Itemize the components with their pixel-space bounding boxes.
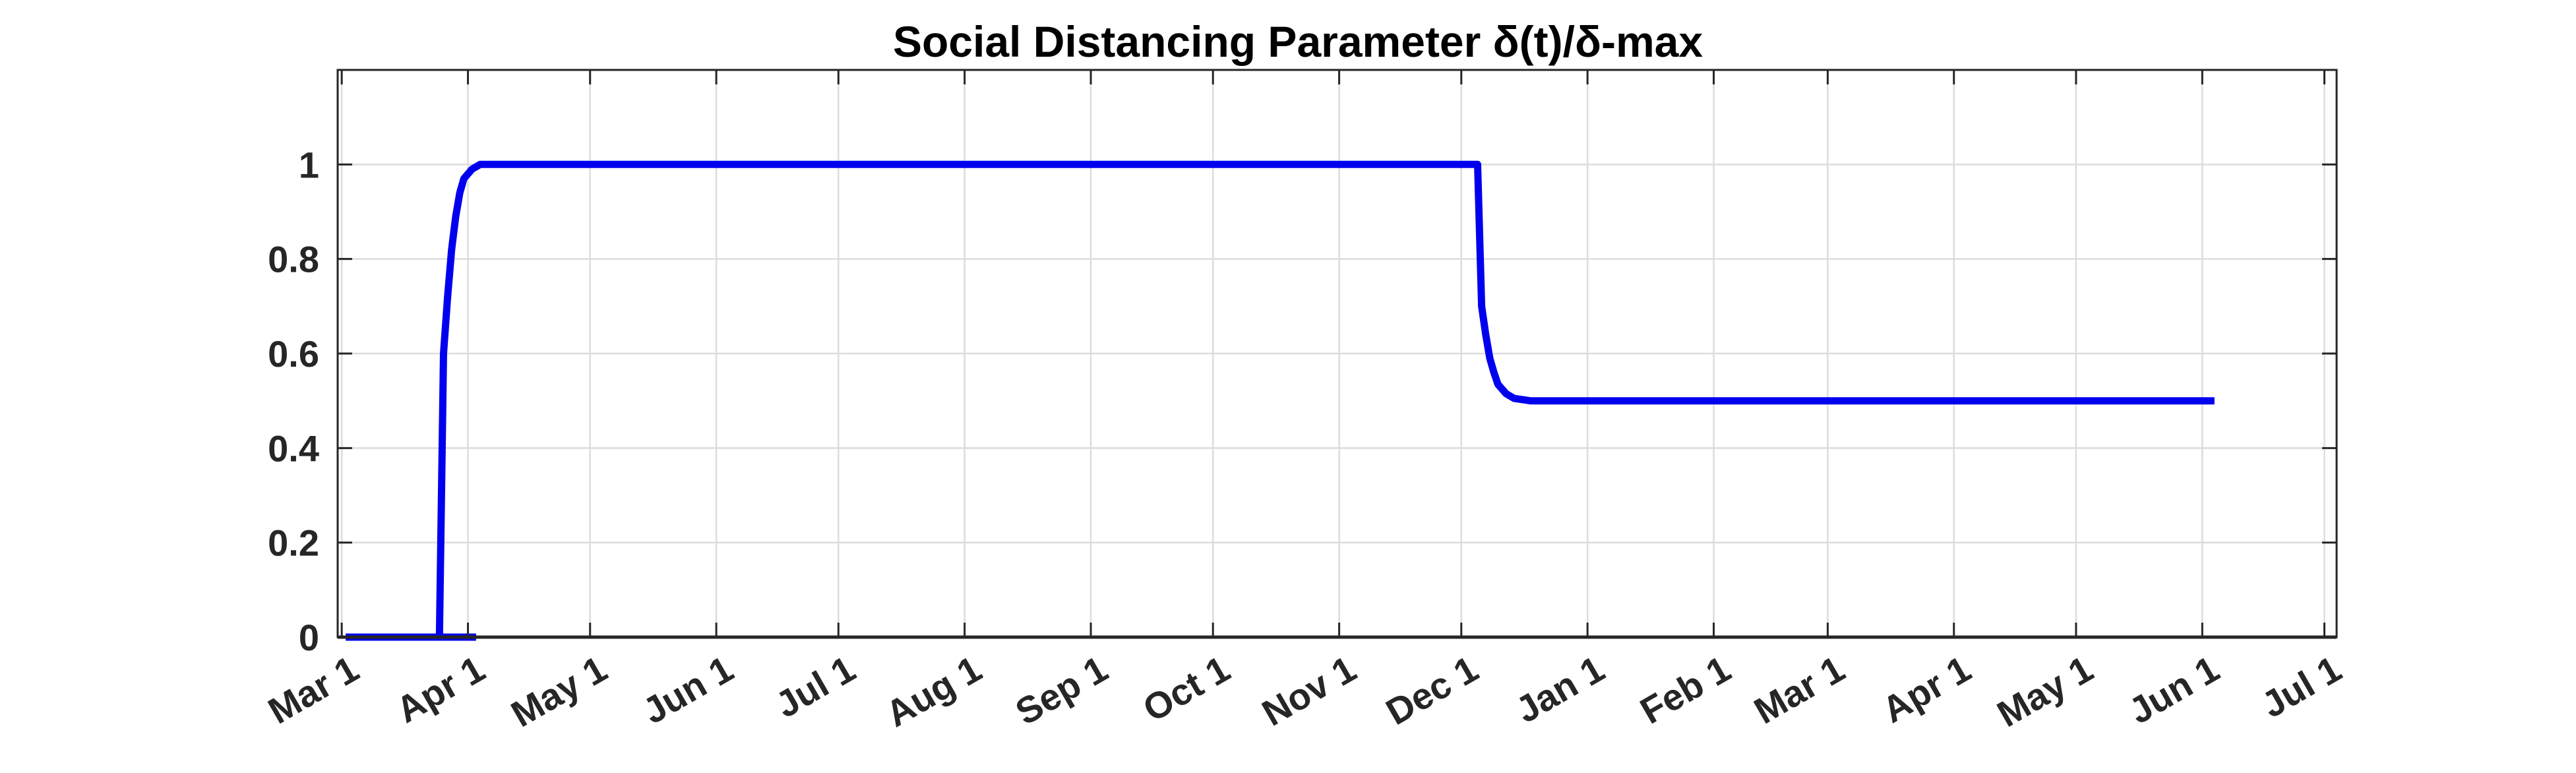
x-tick-label: Oct 1 [1136, 648, 1237, 730]
x-tick-label: Jan 1 [1509, 648, 1612, 731]
x-tick-label: Jul 1 [2254, 648, 2348, 726]
x-tick-label: Mar 1 [1747, 648, 1851, 732]
y-tick-label: 0.6 [268, 333, 319, 375]
y-tick-label: 0.2 [268, 522, 319, 564]
x-tick-label: Feb 1 [1633, 648, 1737, 732]
x-tick-label: Apr 1 [1875, 648, 1977, 731]
y-tick-label: 0 [299, 617, 319, 658]
x-tick-label: Jun 1 [2122, 648, 2226, 732]
x-tick-label: Apr 1 [389, 648, 491, 731]
x-tick-label: Jul 1 [768, 648, 862, 726]
grid-lines [338, 70, 2337, 638]
x-tick-label: Mar 1 [261, 648, 365, 732]
x-tick-label: Nov 1 [1255, 648, 1363, 734]
x-tick-label: May 1 [1990, 648, 2100, 735]
axes [336, 69, 2338, 639]
y-tick-labels: 0 0.2 0.4 0.6 0.8 1 [268, 144, 319, 658]
chart-title: Social Distancing Parameter δ(t)/δ-max [893, 17, 1703, 66]
x-tick-labels: Mar 1 Apr 1 May 1 Jun 1 Jul 1 Aug 1 Sep 1 Oct 1… [261, 648, 2348, 735]
x-tick-label: Aug 1 [878, 648, 988, 735]
y-tick-label: 0.4 [268, 427, 319, 469]
x-tick-label: May 1 [504, 648, 613, 735]
x-tick-label: Jun 1 [636, 648, 740, 732]
y-tick-label: 1 [299, 144, 319, 185]
x-tick-label: Dec 1 [1379, 648, 1485, 733]
x-tick-label: Sep 1 [1008, 648, 1115, 733]
y-tick-label: 0.8 [268, 239, 319, 280]
